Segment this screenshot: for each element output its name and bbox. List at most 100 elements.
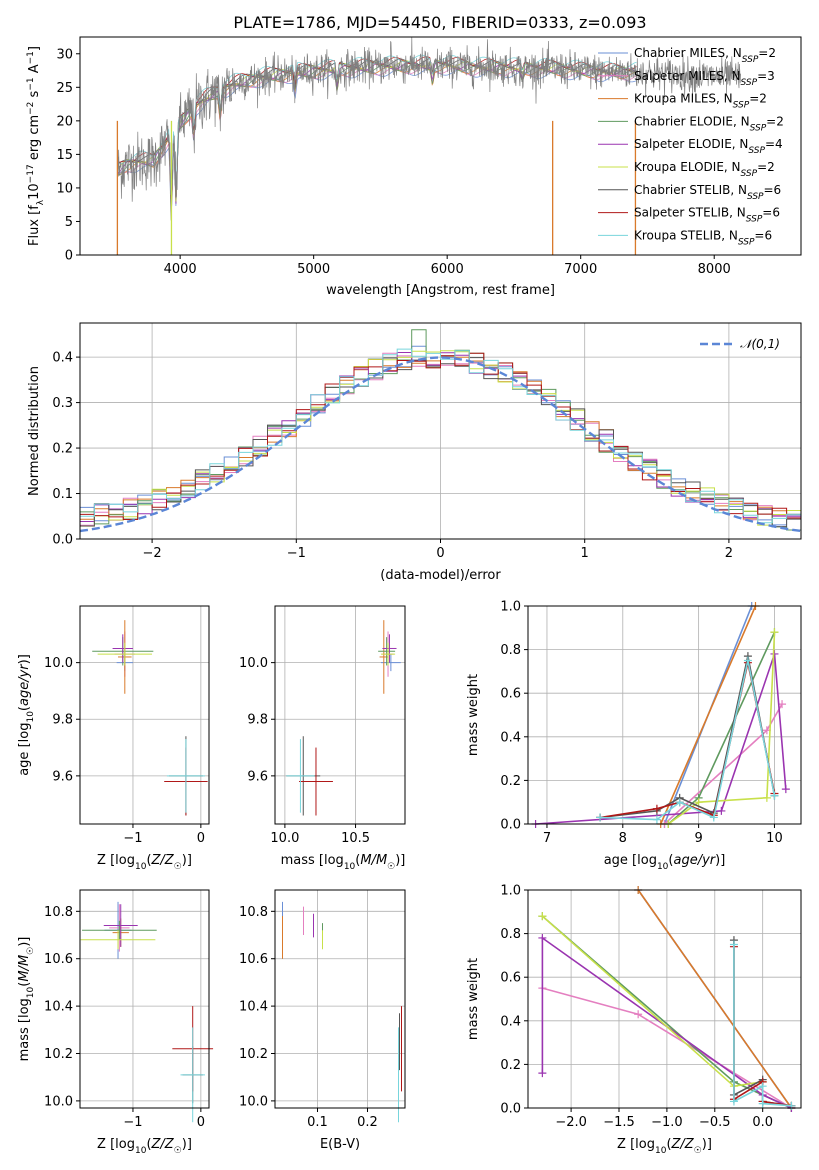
y-tick-label: 9.6 xyxy=(52,769,73,784)
y-axis-label: mass weight xyxy=(466,958,481,1040)
residual-histogram xyxy=(80,352,801,520)
model-spectrum-line xyxy=(117,61,637,206)
label-part: Chabrier ELODIE, N xyxy=(634,114,750,128)
label-part: s xyxy=(27,90,42,101)
label-part: )] xyxy=(395,853,405,868)
label-part: SSP xyxy=(742,55,759,65)
x-axis-label: E(B-V) xyxy=(320,1137,360,1152)
label-part: SSP xyxy=(746,215,763,225)
label-part: SSP xyxy=(741,169,758,179)
label-part: Salpeter STELIB, N xyxy=(634,206,746,220)
label-part: Kroupa STELIB, N xyxy=(634,228,738,242)
label-part: λ xyxy=(36,199,46,205)
label-part: 10 xyxy=(657,862,669,872)
weight-point xyxy=(770,649,779,658)
weight-point xyxy=(762,793,771,802)
weight-point xyxy=(709,813,718,822)
y-tick-label: 0.8 xyxy=(500,927,521,942)
y-tick-label: 10.4 xyxy=(44,1000,73,1015)
label-part: =2 xyxy=(757,160,775,174)
label-part: Z/Z xyxy=(151,853,175,868)
y-axis-label: mass weight xyxy=(466,674,481,756)
x-tick-label: 8000 xyxy=(698,262,731,277)
y-tick-label: 10.2 xyxy=(44,1047,73,1062)
label-part: 10 xyxy=(655,1146,667,1156)
axes-frame xyxy=(274,889,406,1109)
weight-point xyxy=(717,806,726,815)
weight-point xyxy=(538,1069,547,1078)
label-part: 10 xyxy=(135,1146,147,1156)
age_vs_Z-panel: −1 09.69.810.0Z [log10(Z/Z☉)]age [log10(a… xyxy=(17,605,210,872)
y-tick-label: 9.8 xyxy=(52,713,73,728)
x-tick-label: 5000 xyxy=(297,262,330,277)
y-tick-label: 10.0 xyxy=(239,656,268,671)
y-axis-label: Flux [fλ10−17 erg cm−2 s−1 A−1] xyxy=(26,46,46,246)
x-axis-label: wavelength [Angstrom, rest frame] xyxy=(326,283,555,298)
legend-entry: 𝒩(0,1) xyxy=(740,337,780,351)
label-part: )] xyxy=(17,654,32,664)
y-tick-label: 0.3 xyxy=(52,396,73,411)
age_vs_mass-panel: 10.0 10.5 9.6 9.8 10.0 mass [log10(M/M☉)] xyxy=(239,605,406,872)
label-part: )] xyxy=(17,937,32,947)
label-part: −1 xyxy=(26,51,36,64)
weight-series-line xyxy=(541,936,792,1109)
y-tick-label: 15 xyxy=(56,148,73,163)
label-part: Salpeter ELODIE, N xyxy=(634,137,748,151)
label-part: )] xyxy=(715,853,725,868)
legend-entry: Salpeter MILES, NSSP=3 xyxy=(634,69,775,88)
y-tick-label: 0.4 xyxy=(500,730,521,745)
label-part: =6 xyxy=(762,206,780,220)
y-tick-label: 20 xyxy=(56,114,73,129)
y-tick-label: 10.6 xyxy=(44,952,73,967)
legend-entry: Chabrier STELIB, NSSP=6 xyxy=(634,183,781,202)
weight-point xyxy=(743,656,752,665)
weight-point xyxy=(729,940,738,949)
legend-entry: Kroupa MILES, NSSP=2 xyxy=(634,92,767,111)
y-tick-label: 30 xyxy=(56,47,73,62)
label-part: SSP xyxy=(733,101,750,111)
label-part: Flux [f xyxy=(27,205,42,246)
label-part: SSP xyxy=(747,192,764,202)
x-tick-label: −1.5 xyxy=(603,1115,635,1130)
legend-entry: Salpeter ELODIE, NSSP=4 xyxy=(634,137,783,156)
data-spectrum-line xyxy=(117,36,741,221)
label-part: Salpeter MILES, N xyxy=(634,69,741,83)
label-part: =2 xyxy=(749,92,767,106)
weight_vs_age-panel: 7 8 9 10 0.0 0.2 0.4 0.6 0.8 1.0 mass weight age [l… xyxy=(466,600,802,872)
figure-title: PLATE=1786, MJD=54450, FIBERID=0333, z=0… xyxy=(233,13,646,32)
label-part: ☉ xyxy=(26,947,36,955)
weight-series-line xyxy=(541,915,763,1088)
y-tick-label: 9.8 xyxy=(247,713,268,728)
label-part: ( xyxy=(355,853,360,868)
y-tick-label: 10 xyxy=(56,181,73,196)
legend-entry: Salpeter STELIB, NSSP=6 xyxy=(634,206,780,225)
label-part: Z/Z xyxy=(671,1137,695,1152)
label-part: Z [log xyxy=(97,1137,135,1152)
y-tick-label: 0.1 xyxy=(52,487,73,502)
x-tick-label: 6000 xyxy=(431,262,464,277)
label-part: age [log xyxy=(17,723,32,776)
label-part: 10 xyxy=(344,862,356,872)
x-tick-label: 0 xyxy=(197,1115,205,1130)
label-part: ☉ xyxy=(174,1146,182,1156)
x-tick-label: 2 xyxy=(725,546,733,561)
mass_vs_ebv-panel: 0.1 0.2 10.0 10.2 10.4 10.6 10.8 E(B-V) xyxy=(239,889,406,1152)
y-tick-label: 0.0 xyxy=(500,1102,521,1117)
x-tick-label: 4000 xyxy=(164,262,197,277)
x-tick-label: 0.1 xyxy=(307,1115,328,1130)
model-spectrum-line xyxy=(117,64,637,205)
model-spectrum-line xyxy=(117,66,637,209)
label-part: ( xyxy=(17,706,32,711)
axes-frame xyxy=(79,605,210,825)
weight-series-line xyxy=(659,605,757,825)
weight-point xyxy=(758,1099,767,1108)
label-part: Chabrier STELIB, N xyxy=(634,183,747,197)
x-tick-label: 0.2 xyxy=(357,1115,378,1130)
label-part: =3 xyxy=(757,69,775,83)
y-axis-label: mass [log10(M/M☉)] xyxy=(17,937,36,1062)
x-tick-label: 0.0 xyxy=(752,1115,773,1130)
weight-point xyxy=(770,628,779,637)
y-tick-label: 10.0 xyxy=(239,1094,268,1109)
label-part: SSP xyxy=(738,237,755,247)
axes-frame xyxy=(274,605,406,825)
